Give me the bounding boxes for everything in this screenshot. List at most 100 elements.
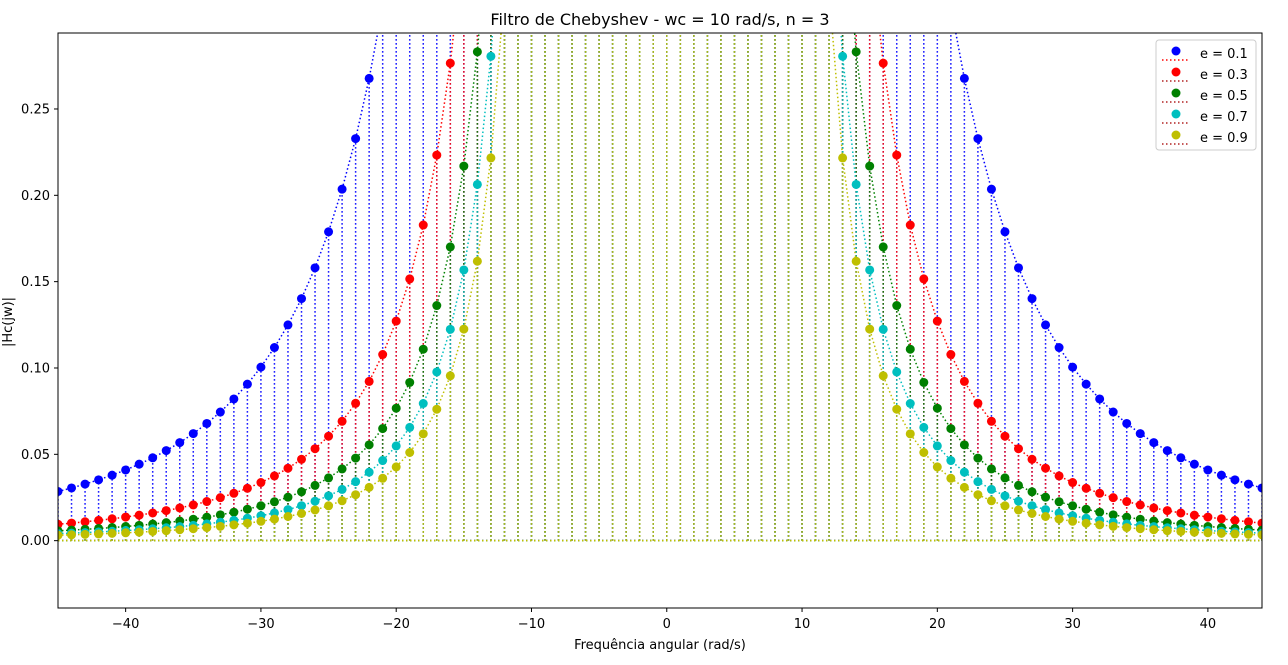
data-point (215, 407, 225, 417)
data-point (175, 503, 185, 513)
x-axis-label: Frequência angular (rad/s) (574, 638, 746, 653)
y-tick-label: 0.20 (21, 189, 50, 204)
x-tick-label: 0 (663, 617, 671, 632)
data-point (445, 58, 455, 68)
x-tick-label: 10 (794, 617, 811, 632)
legend-marker (1171, 88, 1181, 98)
data-point (351, 453, 361, 463)
data-point (310, 505, 320, 515)
data-point (324, 491, 334, 501)
data-point (472, 179, 482, 189)
legend-marker (1171, 109, 1181, 119)
data-point (1230, 475, 1240, 485)
data-point (959, 376, 969, 386)
data-point (1054, 497, 1064, 507)
data-point (851, 256, 861, 266)
data-point (445, 371, 455, 381)
data-point (892, 404, 902, 414)
data-point (1081, 379, 1091, 389)
data-point (256, 501, 266, 511)
data-point (161, 446, 171, 456)
data-point (459, 265, 469, 275)
data-point (1095, 520, 1105, 530)
data-point (1243, 517, 1253, 527)
data-point (256, 478, 266, 488)
x-tick-label: −30 (247, 617, 274, 632)
data-point (202, 512, 212, 522)
x-tick-label: −20 (382, 617, 409, 632)
data-point (1000, 491, 1010, 501)
data-point (838, 153, 848, 163)
data-point (1081, 483, 1091, 493)
data-point (391, 403, 401, 413)
data-point (1149, 525, 1159, 535)
data-point (405, 377, 415, 387)
data-point (242, 379, 252, 389)
data-point (67, 518, 77, 528)
data-point (67, 483, 77, 493)
data-point (1068, 478, 1078, 488)
data-point (310, 496, 320, 506)
data-point (1230, 529, 1240, 539)
series-line (58, 33, 1262, 536)
data-point (1189, 510, 1199, 520)
data-point (1054, 508, 1064, 518)
data-point (1027, 501, 1037, 511)
data-point (1149, 503, 1159, 513)
data-point (175, 525, 185, 535)
data-point (1162, 526, 1172, 536)
data-point (1041, 511, 1051, 521)
data-point (80, 529, 90, 539)
y-tick-label: 0.10 (21, 361, 50, 376)
data-point (986, 416, 996, 426)
data-point (1068, 362, 1078, 372)
data-point (905, 220, 915, 230)
data-point (1041, 492, 1051, 502)
data-point (1243, 479, 1253, 489)
data-point (1203, 528, 1213, 538)
data-point (932, 441, 942, 451)
y-tick-label: 0.00 (21, 534, 50, 549)
data-point (215, 521, 225, 531)
data-point (134, 459, 144, 469)
data-point (283, 505, 293, 515)
data-point (337, 416, 347, 426)
data-point (215, 510, 225, 520)
series-3 (58, 33, 1262, 542)
data-point (269, 497, 279, 507)
data-point (134, 527, 144, 537)
legend-item: e = 0.7 (1162, 109, 1248, 125)
data-point (1189, 459, 1199, 469)
data-point (107, 528, 117, 538)
data-point (310, 480, 320, 490)
data-point (67, 530, 77, 540)
data-point (391, 316, 401, 326)
data-point (378, 424, 388, 434)
data-point (351, 490, 361, 500)
data-point (215, 493, 225, 503)
legend-item: e = 0.3 (1162, 67, 1248, 83)
data-point (1203, 465, 1213, 475)
series-line (58, 33, 1262, 493)
data-point (351, 398, 361, 408)
data-point (324, 431, 334, 441)
data-point (324, 501, 334, 511)
data-point (1013, 444, 1023, 454)
data-point (161, 526, 171, 536)
data-point (1013, 505, 1023, 515)
data-point (472, 256, 482, 266)
series-2 (58, 33, 1262, 542)
data-point (364, 73, 374, 83)
data-point (1108, 521, 1118, 531)
y-tick-label: 0.25 (21, 102, 50, 117)
data-point (1095, 507, 1105, 517)
data-point (1257, 483, 1262, 493)
data-point (905, 344, 915, 354)
data-point (1162, 446, 1172, 456)
data-point (405, 448, 415, 458)
data-point (310, 444, 320, 454)
y-axis-label: |Hc(jw)| (1, 297, 16, 347)
legend-label: e = 0.7 (1200, 110, 1248, 125)
x-tick-label: 20 (929, 617, 946, 632)
